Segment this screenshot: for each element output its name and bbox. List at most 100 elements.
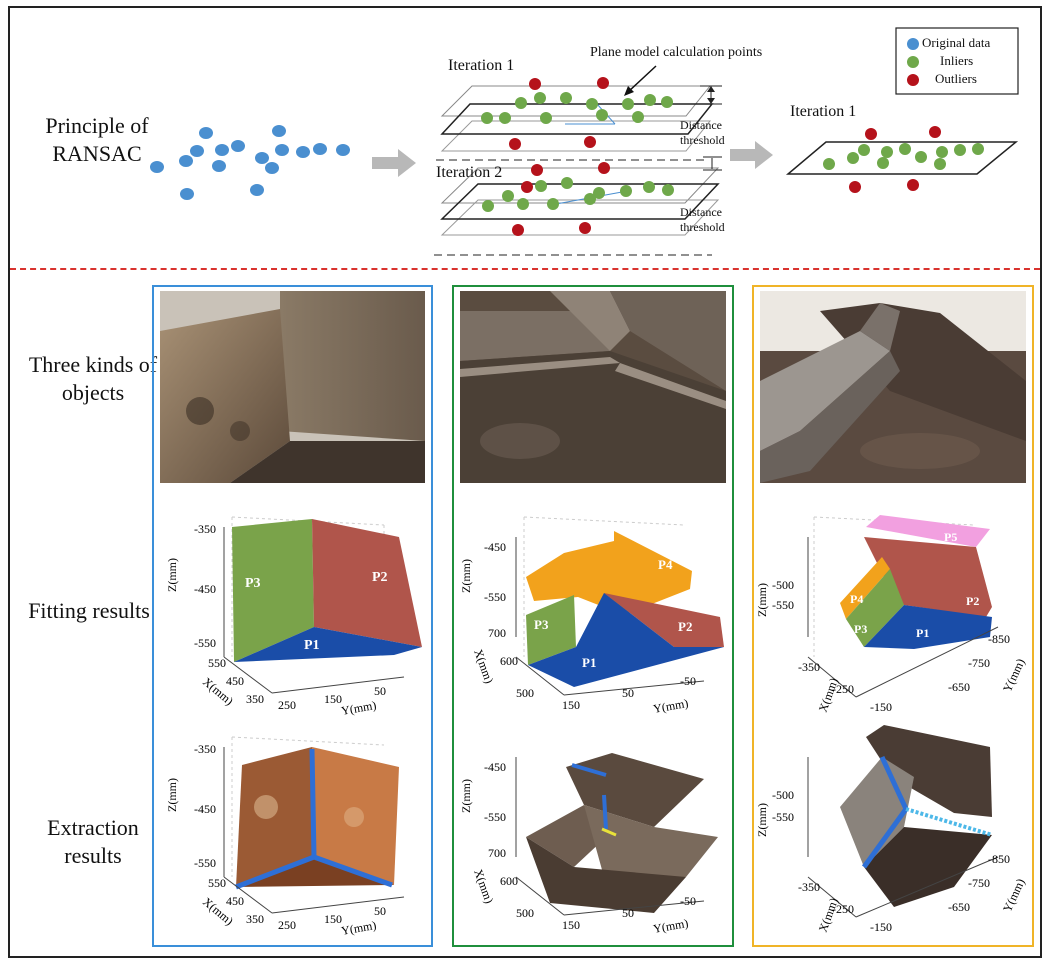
- svg-text:-500: -500: [772, 788, 794, 802]
- z-tick: -550: [194, 636, 216, 650]
- iteration2-label: Iteration 2: [436, 164, 503, 181]
- svg-text:X(mm): X(mm): [471, 647, 496, 685]
- svg-text:-550: -550: [772, 810, 794, 824]
- svg-text:-150: -150: [870, 920, 892, 934]
- svg-text:-250: -250: [832, 682, 854, 696]
- extraction-plot-3: -500 -550 Z(mm) -350 -250 -150 -850 -750…: [755, 725, 1028, 934]
- plane-p1: [864, 605, 992, 649]
- svg-text:-350: -350: [194, 742, 216, 756]
- svg-text:-550: -550: [772, 598, 794, 612]
- legend-outliers-label: Outliers: [935, 71, 977, 86]
- panel-yellow: P5 P4 P3 P2 P1 -500 -550 Z(mm) -350 -250…: [752, 285, 1034, 947]
- svg-text:Y(mm): Y(mm): [1000, 876, 1028, 914]
- svg-text:250: 250: [278, 698, 296, 712]
- extracted-seam: [879, 755, 909, 811]
- svg-text:-550: -550: [194, 856, 216, 870]
- svg-text:350: 350: [246, 912, 264, 926]
- plane-p2: [312, 519, 422, 647]
- svg-text:150: 150: [562, 698, 580, 712]
- svg-text:X(mm): X(mm): [471, 867, 496, 905]
- svg-text:P2: P2: [966, 594, 979, 608]
- svg-text:-750: -750: [968, 656, 990, 670]
- svg-text:-450: -450: [194, 802, 216, 816]
- plane-p3: [526, 595, 576, 665]
- svg-text:P2: P2: [678, 619, 692, 634]
- svg-text:-650: -650: [948, 680, 970, 694]
- fitting-plot-1: P3 P2 P1 -350 -450 -550 Z(mm) 550 450 35…: [165, 516, 422, 717]
- z-tick: -350: [194, 522, 216, 536]
- legend-original-label: Original data: [922, 35, 991, 50]
- svg-text:150: 150: [324, 692, 342, 706]
- plane-p4: [526, 531, 692, 615]
- photo-object-3: [760, 291, 1026, 483]
- svg-text:500: 500: [516, 686, 534, 700]
- fitting-plot-2: P4 P3 P2 P1 -450 -550 Z(mm) 700 600 500 …: [459, 516, 724, 716]
- arrow-right-icon: [372, 149, 416, 177]
- svg-text:550: 550: [208, 656, 226, 670]
- svg-text:600: 600: [500, 874, 518, 888]
- svg-text:P4: P4: [850, 592, 863, 606]
- svg-text:-500: -500: [772, 578, 794, 592]
- svg-text:600: 600: [500, 654, 518, 668]
- svg-text:P3: P3: [854, 622, 867, 636]
- svg-text:P5: P5: [944, 530, 957, 544]
- svg-text:P3: P3: [534, 617, 549, 632]
- result-plane: [785, 141, 1019, 175]
- svg-text:-550: -550: [484, 590, 506, 604]
- extracted-seam: [602, 794, 608, 830]
- principle-title: Principle of RANSAC: [45, 113, 149, 166]
- iteration1-planes: [440, 85, 712, 152]
- plane-p4: [840, 557, 890, 619]
- svg-text:P1: P1: [916, 626, 929, 640]
- svg-text:50: 50: [622, 906, 634, 920]
- iteration1-label: Iteration 1: [448, 57, 515, 74]
- svg-text:-650: -650: [948, 900, 970, 914]
- svg-text:-450: -450: [484, 540, 506, 554]
- svg-text:50: 50: [622, 686, 634, 700]
- panel-blue: P3 P2 P1 -350 -450 -550 Z(mm) 550 450 35…: [152, 285, 433, 947]
- svg-text:Y(mm): Y(mm): [340, 918, 377, 938]
- svg-text:Z(mm): Z(mm): [755, 803, 769, 837]
- section-divider: [10, 268, 1040, 270]
- svg-text:-350: -350: [798, 660, 820, 674]
- extraction-plot-1: -350 -450 -550 Z(mm) 550 450 350 250 150…: [165, 736, 405, 938]
- plane-label-p3: P3: [245, 576, 261, 591]
- extracted-seam: [235, 854, 315, 890]
- plane-label-p2: P2: [372, 570, 388, 585]
- svg-text:-50: -50: [680, 674, 696, 688]
- svg-text:-450: -450: [484, 760, 506, 774]
- extraction-plot-2: -450 -550 Z(mm) 700 600 500 150 50 -50 X…: [459, 753, 718, 936]
- plane-p1: [234, 627, 422, 662]
- svg-text:-250: -250: [832, 902, 854, 916]
- svg-text:-150: -150: [870, 700, 892, 714]
- iteration2-planes: [440, 167, 720, 236]
- svg-text:Y(mm): Y(mm): [652, 916, 689, 936]
- panel-green: P4 P3 P2 P1 -450 -550 Z(mm) 700 600 500 …: [452, 285, 734, 947]
- extracted-seam: [601, 827, 617, 837]
- distance-threshold-label-2: Distance threshold: [680, 205, 725, 234]
- plane-p2: [604, 593, 724, 647]
- extracted-seam: [571, 763, 607, 777]
- legend-inliers-label: Inliers: [940, 53, 974, 68]
- svg-text:700: 700: [488, 626, 506, 640]
- svg-text:Y(mm): Y(mm): [652, 696, 689, 716]
- svg-text:450: 450: [226, 894, 244, 908]
- svg-text:-750: -750: [968, 876, 990, 890]
- svg-text:700: 700: [488, 846, 506, 860]
- svg-text:-550: -550: [484, 810, 506, 824]
- extracted-seam: [861, 807, 909, 869]
- plane-p1: [528, 593, 724, 687]
- pointer-arrowhead-icon: [624, 86, 634, 96]
- photo-object-1: [160, 291, 425, 483]
- plane-label-p1: P1: [304, 638, 320, 653]
- svg-text:50: 50: [374, 684, 386, 698]
- svg-text:350: 350: [246, 692, 264, 706]
- extracted-seam: [313, 854, 393, 888]
- figure-frame: [8, 6, 1042, 958]
- row-label-objects: Three kinds of objects: [28, 352, 158, 405]
- svg-text:P1: P1: [582, 655, 596, 670]
- svg-text:250: 250: [278, 918, 296, 932]
- arrow-right-icon: [730, 141, 773, 169]
- svg-text:450: 450: [226, 674, 244, 688]
- svg-text:-350: -350: [798, 880, 820, 894]
